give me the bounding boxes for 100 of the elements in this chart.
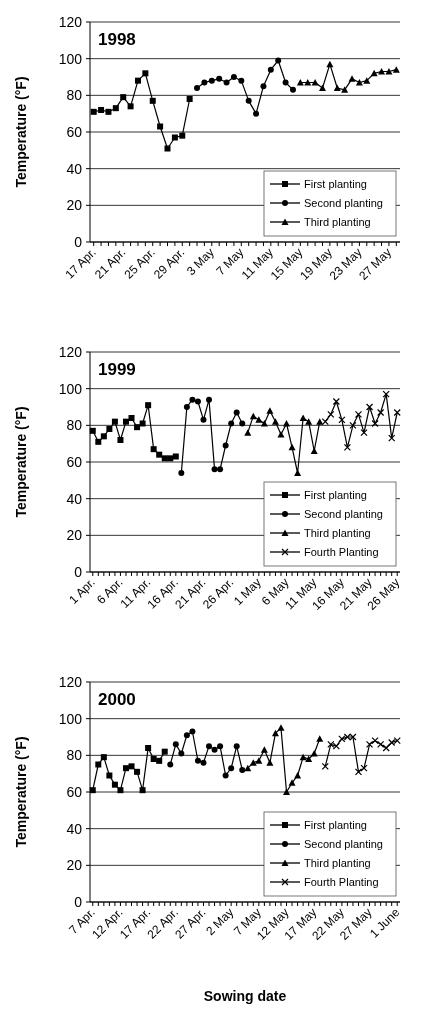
point — [183, 404, 190, 410]
y-tick-label: 0 — [74, 563, 83, 580]
point — [305, 418, 313, 425]
y-tick-label: 120 — [58, 673, 83, 690]
point — [194, 757, 201, 764]
y-tick-label: 0 — [74, 893, 83, 910]
y-tick-label: 40 — [66, 490, 83, 507]
legend-label: Second planting — [304, 507, 383, 520]
y-tick-label: 20 — [66, 527, 83, 544]
point — [244, 429, 252, 436]
y-tick-label: 60 — [66, 123, 83, 140]
point — [142, 70, 149, 77]
point — [139, 420, 146, 427]
point — [206, 396, 213, 403]
point — [311, 79, 319, 86]
point — [228, 420, 235, 427]
point — [156, 451, 163, 458]
text: 1998 — [98, 30, 136, 49]
point — [128, 763, 135, 770]
point — [360, 764, 368, 772]
y-tick-label: 80 — [66, 417, 83, 434]
point — [106, 426, 113, 432]
point — [90, 108, 97, 115]
point — [316, 418, 324, 425]
point — [283, 788, 291, 795]
point — [106, 772, 113, 779]
x-tick-label: 3 May — [183, 245, 217, 279]
point — [156, 757, 163, 764]
point — [128, 415, 135, 421]
y-tick-label: 20 — [66, 197, 83, 214]
point — [183, 732, 190, 739]
point — [343, 443, 352, 451]
point — [211, 746, 218, 753]
point — [365, 403, 374, 411]
y-tick-label: 20 — [66, 857, 83, 874]
legend-label: Third planting — [304, 526, 371, 539]
point — [122, 418, 129, 425]
point — [267, 66, 274, 73]
y-tick-label: 120 — [58, 13, 83, 30]
y-tick-label: 120 — [58, 343, 83, 360]
point — [244, 764, 252, 772]
legend-label: First planting — [304, 488, 367, 501]
point — [253, 110, 260, 117]
point — [354, 768, 363, 776]
point — [171, 134, 178, 141]
legend-label: Third planting — [304, 856, 371, 869]
point — [222, 772, 229, 779]
point — [161, 748, 168, 755]
point — [139, 787, 146, 794]
point — [327, 410, 335, 418]
point — [206, 743, 213, 750]
point — [233, 743, 240, 750]
point — [194, 85, 201, 91]
y-tick-label: 100 — [58, 710, 83, 727]
point — [89, 427, 96, 434]
point — [260, 746, 268, 753]
y-tick-label: 100 — [58, 50, 83, 67]
point — [260, 83, 267, 90]
point — [326, 60, 334, 68]
point — [354, 410, 363, 418]
point — [200, 759, 207, 766]
point — [288, 779, 296, 786]
point — [211, 466, 218, 473]
point — [332, 397, 340, 406]
point — [230, 74, 237, 80]
point — [378, 68, 386, 75]
y-tick-label: 100 — [58, 380, 83, 397]
y-tick-label: 80 — [66, 87, 83, 104]
point — [310, 447, 318, 454]
point — [217, 743, 224, 750]
point — [239, 420, 246, 427]
legend-label: First planting — [304, 177, 367, 190]
point — [186, 96, 193, 102]
point — [112, 105, 119, 112]
point — [145, 402, 152, 409]
point — [189, 728, 196, 735]
point — [194, 398, 201, 405]
point — [249, 412, 257, 420]
legend-label: Fourth Planting — [304, 875, 379, 888]
point — [360, 429, 368, 437]
point — [271, 418, 279, 425]
legend-label: Second planting — [304, 837, 383, 850]
point — [355, 79, 363, 86]
point — [216, 75, 223, 82]
point — [201, 79, 208, 86]
point — [304, 79, 312, 86]
point — [238, 77, 245, 84]
point — [385, 68, 393, 75]
y-axis-title: Temperature (°F) — [13, 736, 29, 848]
point — [167, 761, 174, 768]
point — [393, 408, 401, 417]
point — [111, 418, 118, 425]
point — [95, 438, 102, 445]
point — [208, 77, 215, 84]
text: 2000 — [98, 690, 136, 709]
point — [228, 765, 235, 772]
y-tick-label: 60 — [66, 783, 83, 800]
point — [233, 409, 240, 416]
point — [105, 108, 112, 115]
y-tick-label: 80 — [66, 747, 83, 764]
